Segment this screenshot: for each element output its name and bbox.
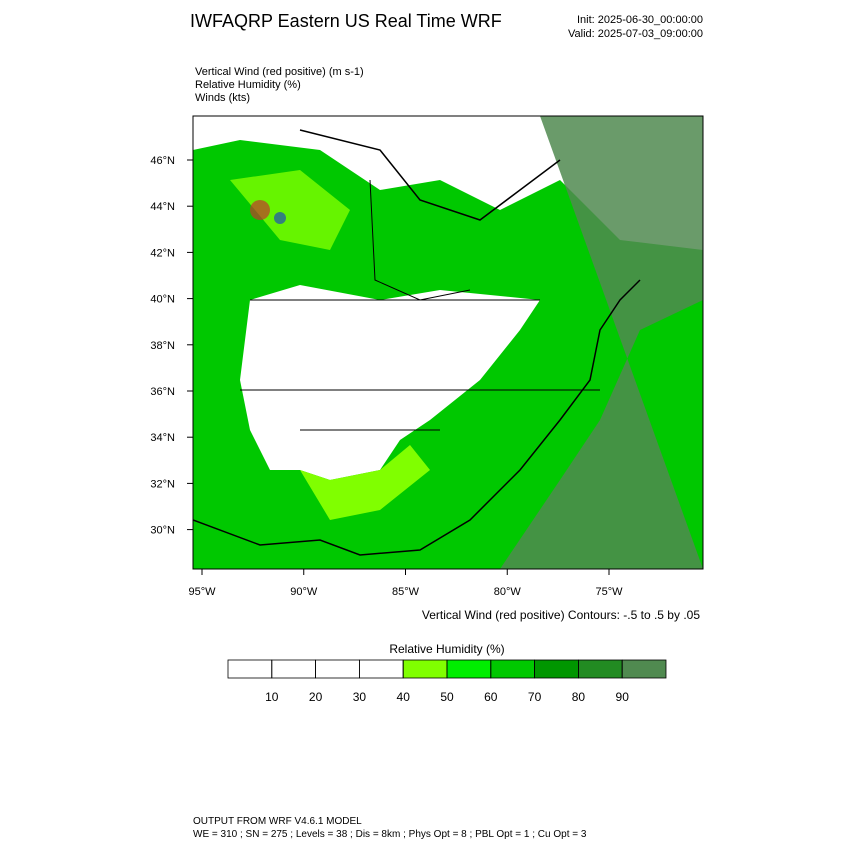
colorbar-tick-label: 20 (309, 690, 323, 704)
lat-label: 36°N (150, 386, 175, 398)
lon-label: 85°W (392, 586, 420, 598)
colorbar-tick-label: 40 (397, 690, 411, 704)
lat-label: 42°N (150, 247, 175, 259)
coastline (193, 279, 641, 556)
colorbar-box (578, 659, 623, 679)
init-time: Init: 2025-06-30_00:00:00 (577, 14, 703, 26)
lat-label: 30°N (150, 525, 175, 537)
colorbar-box (621, 659, 667, 679)
lat-label: 32°N (150, 478, 175, 490)
lat-label: 40°N (150, 294, 175, 306)
colorbar-box (402, 659, 448, 679)
footer-line: OUTPUT FROM WRF V4.6.1 MODEL (193, 816, 362, 827)
colorbar-tick-label: 10 (265, 690, 279, 704)
colorbar-title: Relative Humidity (%) (389, 642, 504, 656)
footer-line: WE = 310 ; SN = 275 ; Levels = 38 ; Dis … (193, 829, 587, 840)
rh-mid (230, 170, 350, 250)
field-label: Relative Humidity (%) (195, 79, 301, 91)
contour-note: Vertical Wind (red positive) Contours: -… (422, 608, 700, 622)
colorbar-box (534, 659, 579, 679)
valid-time: Valid: 2025-07-03_09:00:00 (568, 28, 703, 40)
updraft (250, 200, 270, 220)
title: IWFAQRP Eastern US Real Time WRF (190, 11, 502, 31)
colorbar-tick-label: 70 (528, 690, 542, 704)
rh-low (240, 285, 540, 480)
colorbar-tick-label: 30 (353, 690, 367, 704)
lon-label: 95°W (188, 586, 216, 598)
lake-shore (299, 129, 561, 221)
map-frame (192, 115, 704, 570)
colorbar-tick-label: 60 (484, 690, 498, 704)
field-label: Winds (kts) (195, 92, 250, 104)
field-label: Vertical Wind (red positive) (m s-1) (195, 66, 364, 78)
colorbar-box (271, 659, 316, 679)
colorbar-tick-label: 50 (440, 690, 454, 704)
colorbar-box (227, 659, 273, 679)
lat-label: 44°N (150, 201, 175, 213)
lat-label: 34°N (150, 432, 175, 444)
map (192, 115, 704, 570)
rh-high (500, 116, 703, 569)
colorbar-tick-label: 90 (616, 690, 630, 704)
downdraft (274, 212, 286, 224)
colorbar-box (315, 659, 360, 679)
lat-label: 38°N (150, 340, 175, 352)
lat-label: 46°N (150, 155, 175, 167)
rh-mid (300, 445, 430, 520)
colorbar-tick-label: 80 (572, 690, 586, 704)
state-border (240, 179, 600, 431)
colorbar-box (358, 659, 404, 679)
lon-label: 75°W (595, 586, 623, 598)
colorbar-box (446, 659, 492, 679)
lon-label: 80°W (494, 586, 522, 598)
colorbar-box (490, 659, 535, 679)
lon-label: 90°W (290, 586, 318, 598)
